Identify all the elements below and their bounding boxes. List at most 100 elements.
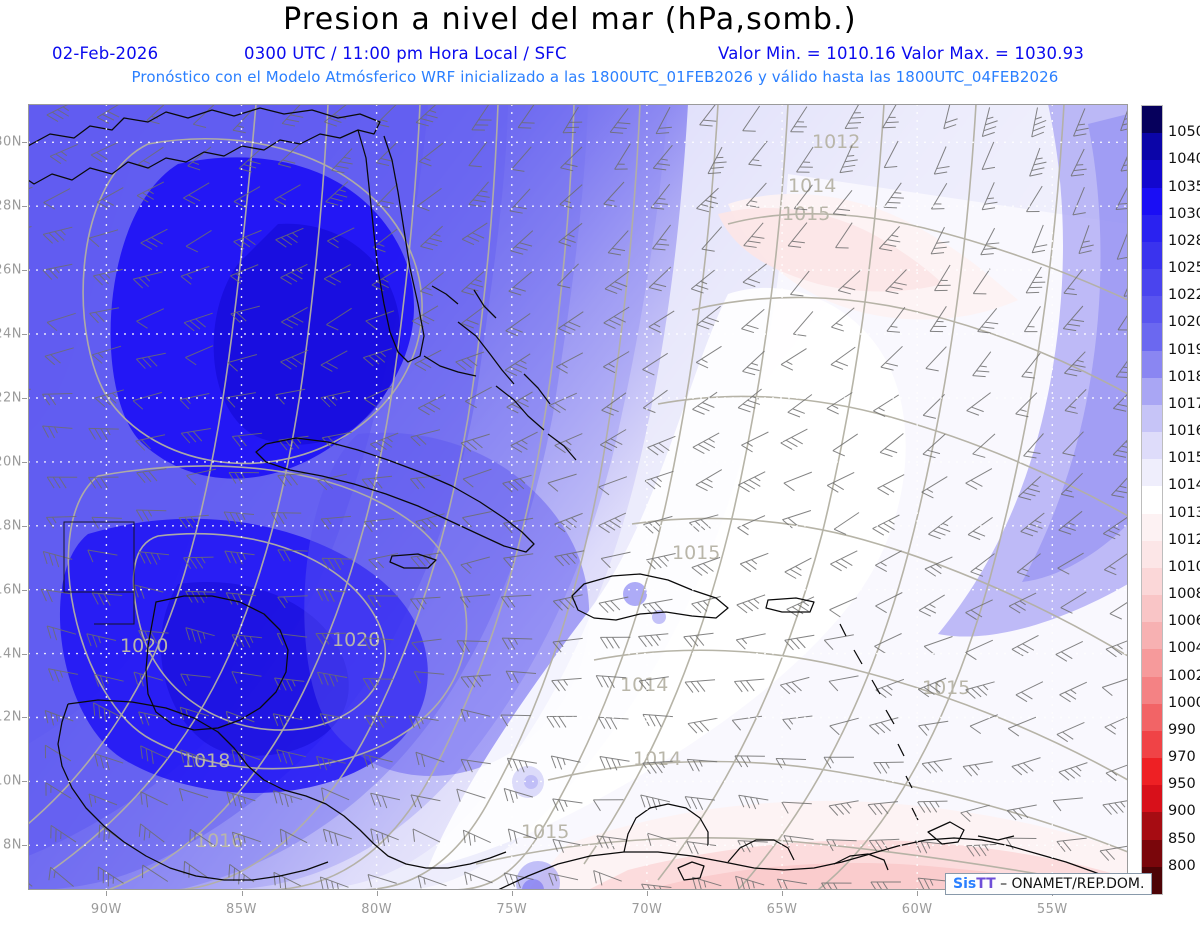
wind-barb [775, 758, 807, 770]
lat-axis-label: 26N [0, 262, 22, 278]
wind-barb [320, 515, 352, 530]
wind-barb [91, 345, 122, 364]
wind-barb [1105, 762, 1128, 782]
wind-barb [279, 828, 308, 845]
wind-barb [1023, 433, 1044, 459]
wind-barb [780, 348, 807, 371]
wind-barb [462, 468, 492, 488]
wind-barb [510, 431, 538, 453]
colorbar-block [1142, 296, 1162, 324]
wind-barb [272, 790, 303, 808]
wind-barb [459, 594, 491, 608]
wind-barb [648, 310, 675, 333]
wind-barb [869, 717, 899, 735]
wind-barb [917, 677, 947, 698]
value-minmax: Valor Min. = 1010.16 Valor Max. = 1030.9… [718, 44, 1085, 63]
wind-barb [410, 429, 441, 447]
map-canvas[interactable]: 1012 1014 1015 1015 1014 1015 1020 1020 1018 1014… [28, 104, 1128, 890]
wind-barb [1064, 351, 1086, 377]
wind-barb [1070, 148, 1087, 177]
wind-barb [642, 598, 673, 615]
wind-barb [417, 875, 447, 889]
wind-barb [1109, 596, 1128, 620]
wind-barb [830, 346, 856, 370]
contour-label: 1015 [672, 542, 720, 564]
wind-barb [965, 681, 995, 699]
lon-axis-tick [646, 891, 648, 896]
wind-barb [1057, 552, 1084, 575]
lat-axis-tick [22, 717, 27, 719]
colorbar-block [1142, 106, 1162, 134]
wind-barb [46, 476, 78, 489]
wind-barb [1023, 306, 1041, 333]
wind-barb [690, 269, 715, 294]
wind-barb [880, 345, 903, 371]
wind-barb [140, 745, 169, 764]
colorbar-block [1142, 404, 1162, 433]
watermark-agency: – ONAMET/REP.DOM. [995, 876, 1145, 892]
wind-barb [322, 828, 352, 846]
colorbar-block [1142, 703, 1162, 731]
lat-axis-label: 24N [0, 326, 22, 342]
wind-barb [317, 671, 348, 687]
wind-barb [783, 471, 812, 492]
wind-barb [227, 354, 258, 372]
wind-barb [844, 104, 865, 130]
wind-barb [1060, 591, 1087, 614]
wind-barb [691, 556, 721, 576]
wind-barb [781, 801, 812, 814]
wind-barb [642, 352, 668, 376]
colorbar-tick-label: 1004 [1168, 640, 1200, 657]
wind-barb [42, 226, 73, 244]
wind-barb [50, 824, 77, 843]
wind-barb [281, 306, 308, 329]
wind-barb [321, 557, 353, 571]
wind-barb [416, 187, 442, 212]
wind-barb [873, 394, 899, 417]
watermark-sis: Sis [953, 876, 977, 892]
wind-barb [1007, 716, 1037, 737]
wind-barb [882, 104, 899, 129]
wind-barb [272, 713, 303, 728]
wind-barb [821, 882, 852, 890]
wind-barb [826, 471, 855, 493]
wind-barb [367, 874, 397, 888]
lat-axis-tick [22, 653, 27, 655]
wind-barb [180, 749, 210, 767]
wind-barb [965, 599, 993, 620]
wind-barb [277, 549, 308, 562]
wind-barb [790, 270, 810, 297]
wind-barb [557, 263, 579, 289]
wind-barb [738, 794, 769, 810]
colorbar[interactable] [1141, 105, 1163, 895]
wind-barb [918, 720, 949, 736]
wind-barb [1026, 185, 1043, 213]
wind-barb [830, 550, 858, 572]
wind-barb [183, 182, 210, 205]
wind-barb [456, 640, 487, 653]
wind-barb [839, 145, 858, 174]
wind-barb [832, 433, 858, 457]
wind-barb [460, 758, 491, 773]
wind-barb [417, 394, 446, 416]
wind-barb [142, 864, 169, 882]
wind-barb [327, 227, 355, 249]
wind-barb [461, 271, 485, 296]
wind-barb [136, 308, 165, 329]
wind-barb [969, 714, 998, 735]
watermark-tt: TT [976, 876, 996, 892]
colorbar-block [1142, 812, 1162, 840]
wind-barb [741, 431, 769, 453]
wind-barb [965, 468, 993, 490]
wind-barb [42, 425, 73, 439]
wind-barb [826, 392, 853, 415]
lon-axis-tick [106, 891, 108, 896]
wind-barb [363, 637, 394, 650]
wind-barb [599, 636, 631, 649]
wind-barb [238, 148, 262, 173]
wind-barb [883, 182, 904, 209]
contour-label: 1020 [120, 635, 168, 657]
wind-barb [870, 881, 901, 890]
wind-barb [410, 474, 441, 490]
